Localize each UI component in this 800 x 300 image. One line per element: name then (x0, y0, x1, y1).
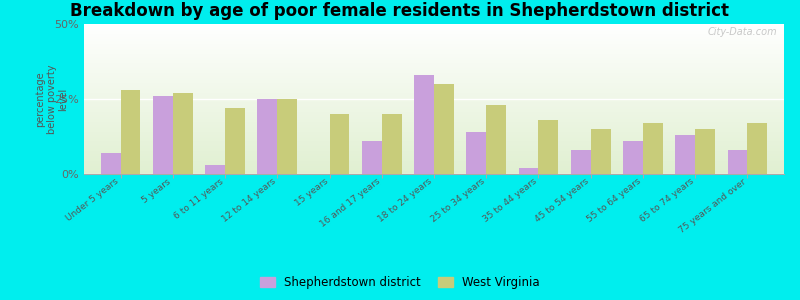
Text: 25 to 34 years: 25 to 34 years (429, 177, 486, 224)
Y-axis label: percentage
below poverty
level: percentage below poverty level (35, 64, 68, 134)
Bar (278, 99, 297, 174)
Bar (466, 132, 486, 174)
Bar (727, 150, 747, 174)
Bar (486, 105, 506, 174)
Bar (330, 114, 350, 174)
Text: 65 to 74 years: 65 to 74 years (638, 177, 695, 224)
Text: 18 to 24 years: 18 to 24 years (377, 177, 434, 224)
Bar (225, 108, 245, 174)
Bar (590, 129, 610, 174)
Bar (747, 123, 767, 174)
Text: 75 years and over: 75 years and over (677, 177, 747, 235)
Text: 35 to 44 years: 35 to 44 years (482, 177, 538, 224)
Text: Breakdown by age of poor female residents in Shepherdstown district: Breakdown by age of poor female resident… (70, 2, 730, 20)
Bar (205, 165, 225, 174)
Bar (695, 129, 715, 174)
Bar (414, 75, 434, 174)
Bar (538, 120, 558, 174)
Text: 15 years: 15 years (293, 177, 330, 208)
Text: 16 and 17 years: 16 and 17 years (318, 177, 382, 229)
Bar (382, 114, 402, 174)
Text: 6 to 11 years: 6 to 11 years (172, 177, 225, 221)
Bar (518, 168, 538, 174)
Bar (434, 84, 454, 174)
Text: 5 years: 5 years (141, 177, 173, 205)
Text: 55 to 64 years: 55 to 64 years (586, 177, 643, 224)
Bar (153, 96, 173, 174)
Bar (121, 90, 141, 174)
Bar (173, 93, 193, 174)
Bar (362, 141, 382, 174)
Text: 45 to 54 years: 45 to 54 years (534, 177, 590, 224)
Text: City-Data.com: City-Data.com (707, 27, 777, 37)
Bar (258, 99, 278, 174)
Text: Under 5 years: Under 5 years (65, 177, 121, 223)
Bar (643, 123, 663, 174)
Bar (675, 135, 695, 174)
Bar (623, 141, 643, 174)
Legend: Shepherdstown district, West Virginia: Shepherdstown district, West Virginia (256, 272, 544, 294)
Bar (101, 153, 121, 174)
Bar (571, 150, 590, 174)
Text: 12 to 14 years: 12 to 14 years (220, 177, 278, 224)
